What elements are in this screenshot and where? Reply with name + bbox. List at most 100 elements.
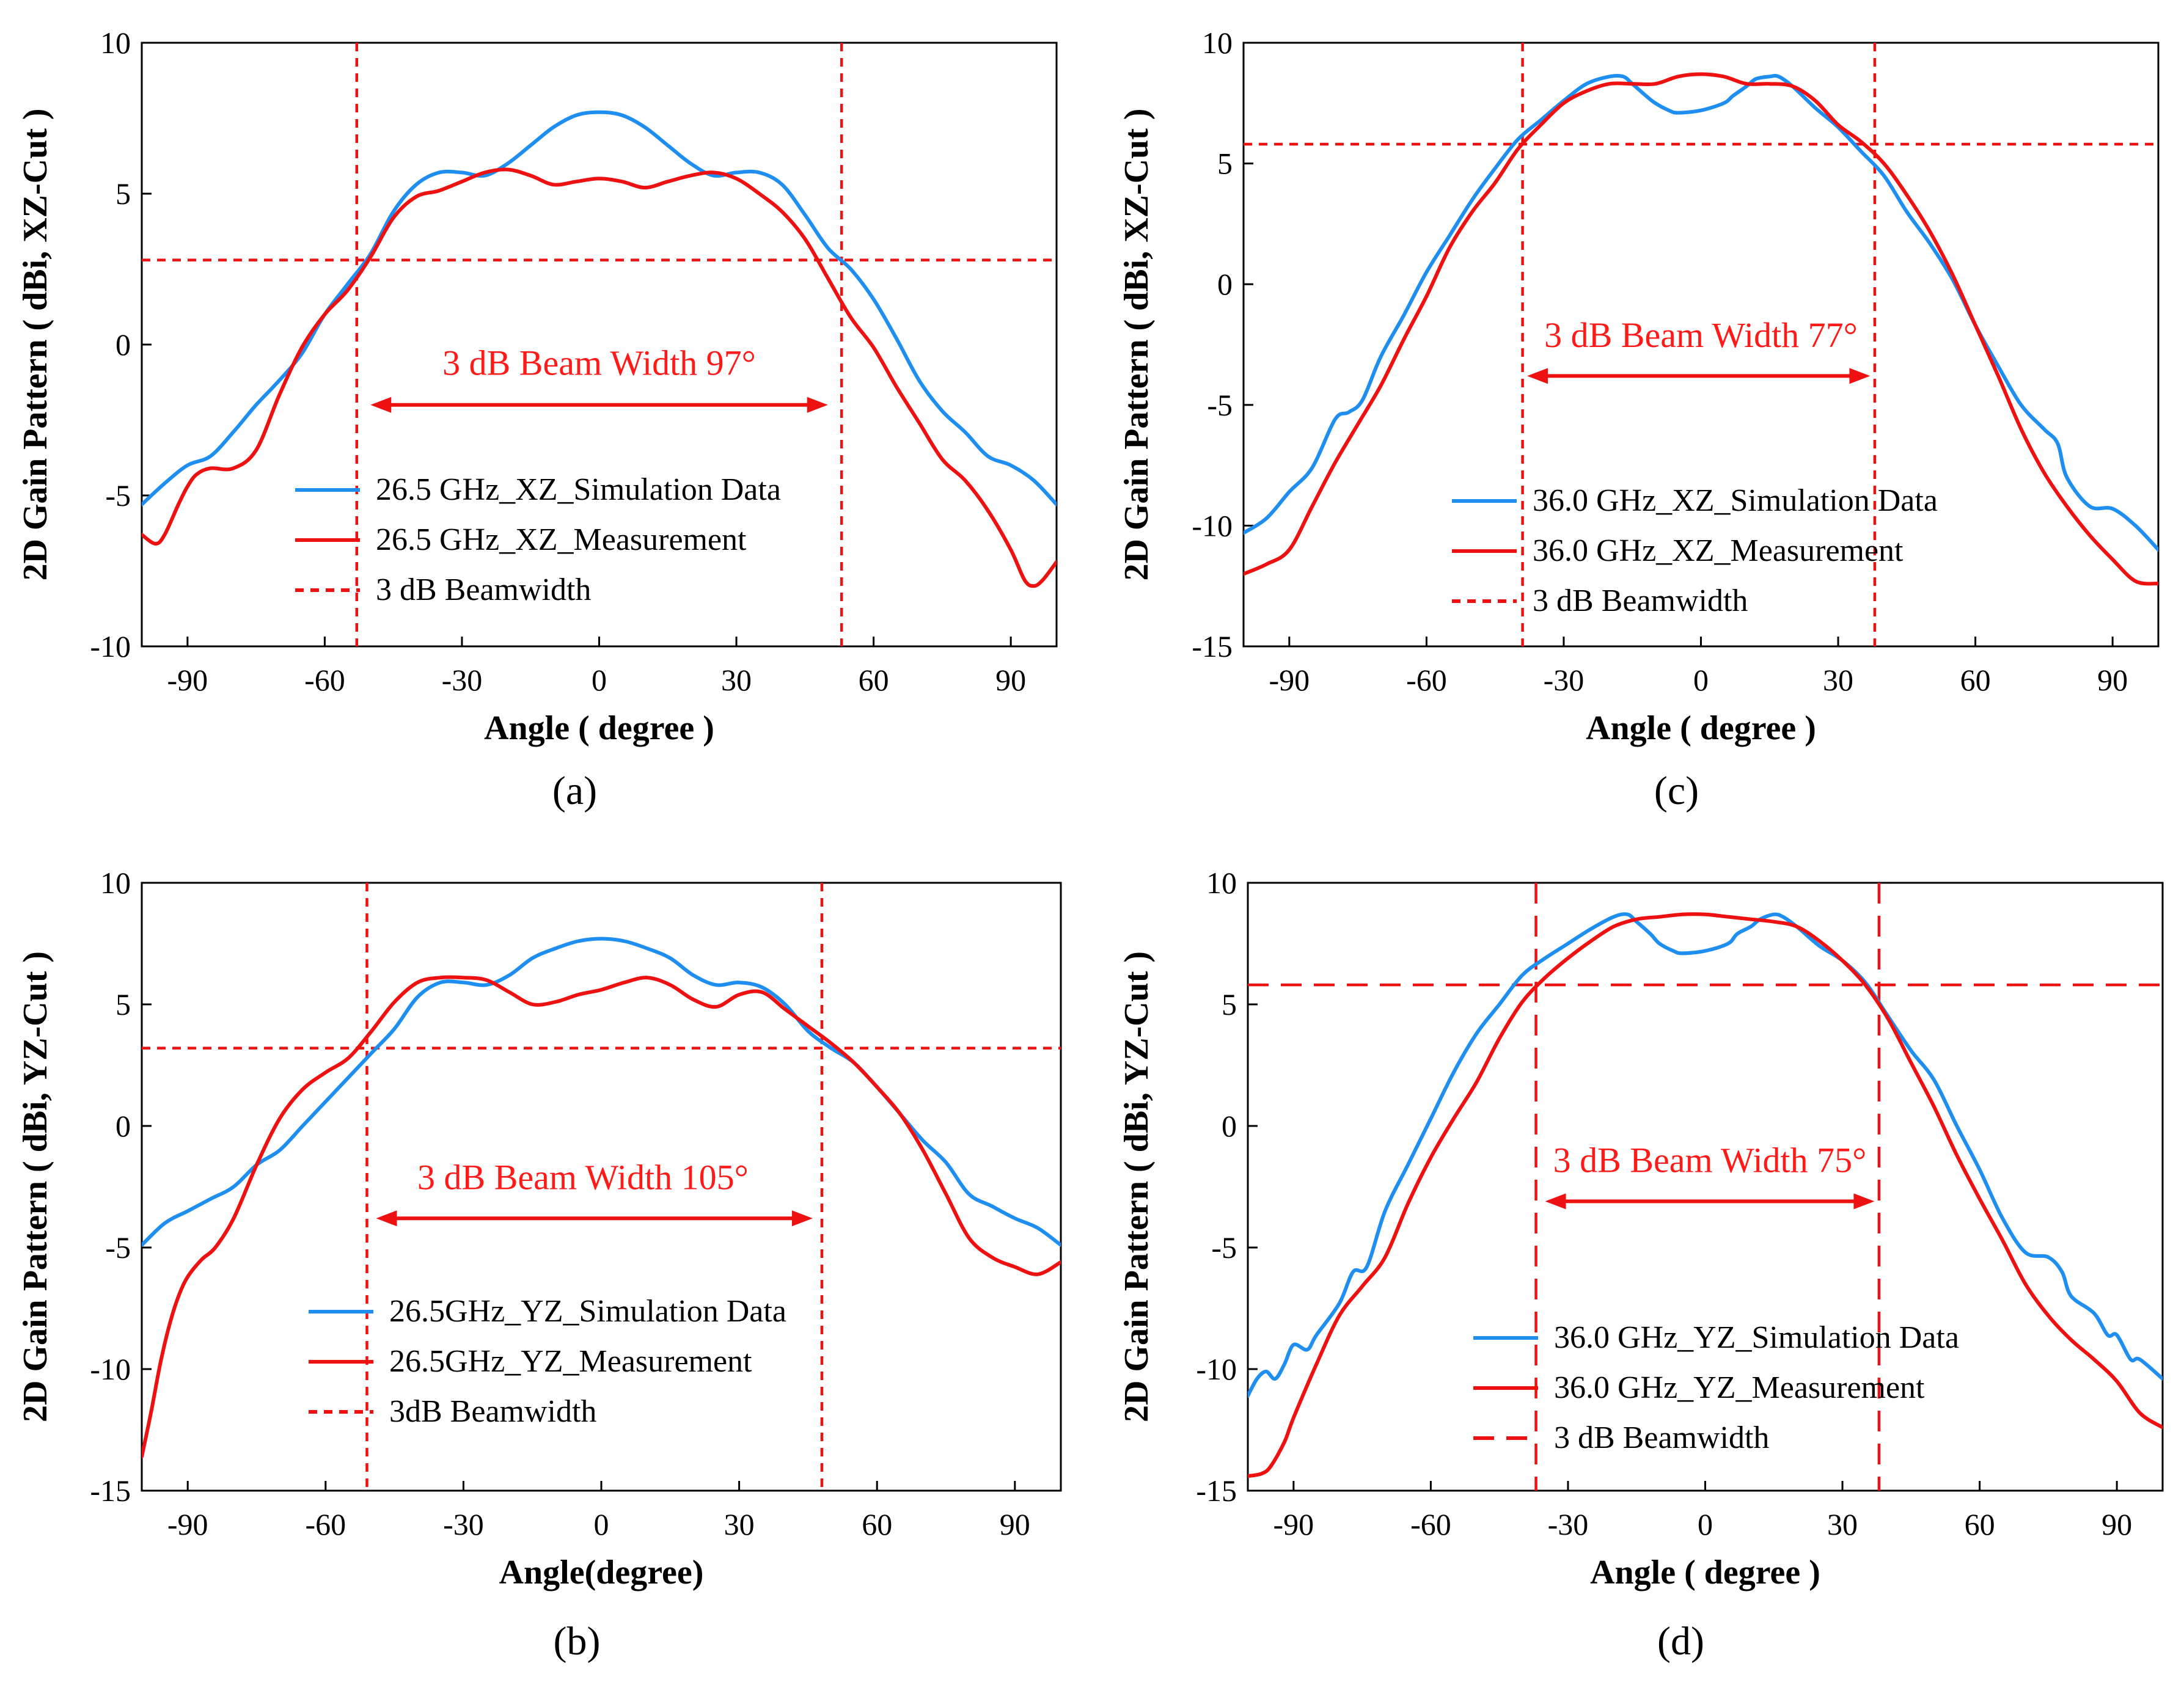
y-tick-label: -5: [105, 1230, 131, 1265]
legend: 26.5GHz_YZ_Simulation Data 26.5GHz_YZ_Mea…: [309, 1294, 786, 1429]
y-tick-label: -5: [105, 478, 131, 513]
legend-entry-label: 3 dB Beamwidth: [1533, 583, 1748, 618]
y-tick-label: 10: [100, 26, 131, 60]
legend-entry-label: 26.5 GHz_XZ_Simulation Data: [376, 472, 781, 507]
x-tick-label: -60: [1410, 1507, 1451, 1541]
legend-entry-label: 26.5GHz_YZ_Measurement: [389, 1344, 752, 1379]
x-tick-label: 60: [862, 1507, 892, 1541]
beamwidth-annotation: 3 dB Beam Width 77°: [1544, 315, 1858, 355]
y-tick-label: 0: [1222, 1109, 1237, 1143]
x-tick-label: 0: [594, 1507, 609, 1541]
legend-entry-label: 3 dB Beamwidth: [376, 572, 591, 607]
legend: 36.0 GHz_YZ_Simulation Data 36.0 GHz_YZ_M…: [1473, 1320, 1959, 1455]
x-tick-label: 30: [724, 1507, 755, 1541]
y-tick-label: -5: [1207, 388, 1233, 422]
simulation-series-line: [1248, 912, 2163, 1398]
legend-entry-label: 26.5GHz_YZ_Simulation Data: [389, 1294, 786, 1329]
chart-panel-c: -90 -60 -30 0 30 60 90 -15 -10 -5 0 5 10 Angle ( degr…: [1118, 26, 2160, 813]
y-tick-label: 0: [1217, 267, 1233, 301]
x-tick-label: 90: [1000, 1507, 1030, 1541]
beamwidth-annotation: 3 dB Beam Width 105°: [417, 1157, 749, 1197]
plot-area: [142, 883, 1061, 1491]
x-tick-label: -60: [304, 663, 345, 697]
beamwidth-arrow-head-right: [1853, 1193, 1875, 1210]
x-tick-label: -30: [443, 1507, 484, 1541]
y-tick-label: -15: [1196, 1474, 1237, 1508]
x-tick-label: 90: [995, 663, 1026, 697]
x-tick-label: -30: [1548, 1507, 1589, 1541]
x-tick-label: -30: [1544, 663, 1585, 697]
y-tick-label: 5: [115, 177, 131, 211]
panel-label: (b): [554, 1619, 601, 1664]
y-tick-label: 10: [1202, 26, 1233, 60]
y-tick-label: 0: [115, 1109, 131, 1143]
y-tick-label: -10: [90, 1352, 131, 1386]
beamwidth-annotation: 3 dB Beam Width 75°: [1553, 1141, 1867, 1180]
beamwidth-arrow-head-left: [1545, 1193, 1566, 1210]
chart-panel-d: -90 -60 -30 0 30 60 90 -15 -10 -5 0 5 10 Angle ( degr…: [1118, 866, 2164, 1664]
beamwidth-annotation: 3 dB Beam Width 97°: [442, 343, 756, 382]
x-tick-label: 60: [1960, 663, 1991, 697]
y-axis-title: 2D Gain Pattern ( dBi, YZ-Cut ): [1118, 951, 1156, 1422]
y-tick-label: -10: [90, 629, 131, 663]
y-tick-label: 5: [1217, 147, 1233, 181]
y-tick-label: -5: [1211, 1230, 1237, 1265]
x-tick-label: -90: [1269, 663, 1310, 697]
chart-panel-a: -90 -60 -30 0 30 60 90 -10 -5 0 5 10 Angle ( degree …: [16, 26, 1058, 813]
legend-entry-label: 36.0 GHz_YZ_Measurement: [1554, 1370, 1925, 1405]
beamwidth-arrow-head-left: [1527, 368, 1548, 384]
beamwidth-arrow-head-right: [1849, 368, 1871, 384]
y-tick-label: -10: [1192, 508, 1233, 543]
x-tick-label: 0: [1698, 1507, 1713, 1541]
x-tick-label: -30: [442, 663, 483, 697]
x-axis-title: Angle ( degree ): [1590, 1554, 1820, 1591]
legend-entry-label: 26.5 GHz_XZ_Measurement: [376, 522, 747, 557]
beamwidth-arrow-head-right: [807, 396, 828, 413]
y-axis-title: 2D Gain Pattern ( dBi, XZ-Cut ): [1118, 108, 1156, 580]
measurement-series-line: [1248, 912, 2163, 1478]
measurement-series-line: [142, 975, 1061, 1459]
x-tick-label: -90: [167, 1507, 208, 1541]
legend: 26.5 GHz_XZ_Simulation Data 26.5 GHz_XZ_M…: [295, 472, 781, 607]
simulation-series-line: [142, 110, 1057, 506]
x-tick-label: 30: [1827, 1507, 1858, 1541]
y-tick-label: 5: [1222, 987, 1237, 1021]
legend: 36.0 GHz_XZ_Simulation Data 36.0 GHz_XZ_M…: [1452, 483, 1938, 618]
y-tick-label: -15: [90, 1474, 131, 1508]
x-tick-label: 0: [1693, 663, 1709, 697]
x-axis-title: Angle ( degree ): [484, 709, 714, 747]
y-tick-label: -15: [1192, 629, 1233, 663]
y-tick-label: 5: [115, 987, 131, 1021]
y-tick-label: 0: [115, 327, 131, 362]
plot-area: [1244, 43, 2158, 646]
beamwidth-arrow-head-left: [370, 396, 392, 413]
x-tick-label: 90: [2102, 1507, 2132, 1541]
x-tick-label: -90: [167, 663, 208, 697]
x-tick-label: 90: [2097, 663, 2128, 697]
x-tick-label: -60: [305, 1507, 346, 1541]
simulation-series-line: [1244, 73, 2158, 552]
y-tick-label: 10: [100, 866, 131, 900]
panel-label: (a): [552, 769, 597, 813]
legend-entry-label: 36.0 GHz_XZ_Measurement: [1533, 533, 1904, 568]
x-axis-title: Angle(degree): [499, 1554, 704, 1591]
x-tick-label: 30: [1823, 663, 1853, 697]
plot-area: [1248, 883, 2163, 1491]
legend-entry-label: 36.0 GHz_XZ_Simulation Data: [1533, 483, 1938, 518]
panel-label: (d): [1657, 1619, 1704, 1664]
x-tick-label: 60: [859, 663, 889, 697]
plot-area: [142, 43, 1057, 646]
legend-entry-label: 3dB Beamwidth: [389, 1394, 596, 1429]
measurement-series-line: [142, 167, 1057, 588]
x-tick-label: 0: [592, 663, 607, 697]
y-axis-title: 2D Gain Pattern ( dBi, XZ-Cut ): [16, 108, 54, 580]
panel-label: (c): [1654, 769, 1699, 813]
legend-entry-label: 36.0 GHz_YZ_Simulation Data: [1554, 1320, 1959, 1355]
measurement-series-line: [1244, 72, 2158, 586]
simulation-series-line: [142, 937, 1061, 1247]
y-axis-title: 2D Gain Pattern ( dBi, YZ-Cut ): [16, 951, 54, 1422]
x-tick-label: -60: [1406, 663, 1447, 697]
x-tick-label: -90: [1273, 1507, 1314, 1541]
legend-entry-label: 3 dB Beamwidth: [1554, 1420, 1769, 1455]
x-tick-label: 60: [1965, 1507, 1995, 1541]
